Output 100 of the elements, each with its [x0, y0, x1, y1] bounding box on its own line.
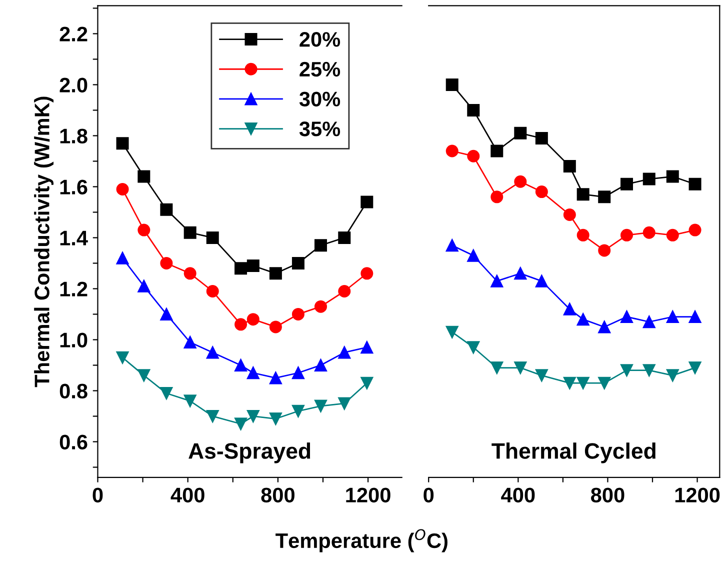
point [576, 228, 590, 242]
point [688, 224, 702, 236]
point [563, 302, 576, 316]
point [269, 320, 282, 334]
point [598, 376, 611, 390]
point [269, 372, 282, 384]
point [234, 262, 248, 275]
point [246, 313, 260, 326]
point [160, 203, 173, 216]
y-tick-label: 1.8 [60, 128, 88, 144]
point [206, 231, 219, 244]
legend-label: 35% [299, 122, 340, 136]
point [234, 318, 248, 331]
point [138, 369, 150, 382]
point [234, 358, 248, 372]
point [206, 410, 219, 422]
point [234, 418, 248, 430]
point [206, 285, 219, 298]
point [206, 346, 219, 359]
point [292, 366, 304, 380]
point [642, 172, 656, 186]
legend-label: 30% [299, 92, 340, 106]
point [292, 404, 304, 418]
point [576, 313, 590, 326]
point [446, 78, 458, 91]
point [563, 376, 576, 390]
point [116, 137, 129, 150]
point [490, 190, 504, 204]
y-tick-label: 2.2 [60, 26, 88, 42]
point [666, 310, 679, 324]
point [666, 170, 679, 183]
point [598, 244, 611, 257]
point [138, 280, 150, 292]
x-tick-label: 1200 [346, 488, 390, 502]
point [490, 144, 504, 158]
point [292, 308, 304, 320]
point [246, 260, 260, 272]
point [314, 300, 327, 313]
point [666, 369, 679, 382]
y-tick-label: 0.6 [60, 434, 88, 450]
point [535, 132, 548, 145]
x-axis-title: Temperature ($^{O}$C) [276, 529, 448, 552]
point [138, 224, 150, 236]
point [269, 267, 282, 280]
point [338, 346, 351, 359]
point [184, 336, 196, 349]
point [642, 316, 656, 328]
point [360, 341, 374, 354]
point [446, 326, 458, 338]
point [642, 226, 656, 239]
point [314, 400, 327, 412]
y-tick-label: 1.4 [60, 230, 88, 246]
point [688, 178, 702, 190]
point [292, 256, 304, 270]
point [620, 178, 633, 190]
point [576, 188, 590, 201]
point [360, 267, 374, 280]
y-tick-label: 2.0 [60, 78, 88, 92]
annotation: Thermal Cycled [492, 442, 656, 464]
annotation: As-Sprayed [188, 442, 310, 464]
x-tick-label: 0 [92, 488, 103, 502]
point [338, 285, 351, 298]
point [576, 376, 590, 390]
point [666, 228, 679, 242]
y-tick-label: 1.0 [60, 332, 88, 348]
point [620, 310, 633, 324]
point [514, 362, 527, 374]
point [467, 341, 480, 354]
point [620, 228, 633, 242]
point [116, 252, 129, 264]
point [246, 410, 260, 422]
point [360, 196, 374, 208]
point [160, 387, 173, 400]
point [116, 351, 129, 364]
point [535, 274, 548, 288]
point [688, 362, 702, 374]
y-tick-label: 1.2 [60, 282, 88, 296]
x-tick-label: 0 [424, 488, 434, 502]
point [246, 366, 260, 380]
point [446, 144, 458, 158]
point [184, 394, 196, 408]
point [360, 376, 374, 390]
y-axis-title: Thermal Conductivity (W/mK) [34, 96, 54, 388]
point [514, 126, 527, 140]
point [138, 170, 150, 183]
point [620, 364, 633, 377]
point [269, 412, 282, 426]
point [490, 362, 504, 374]
x-tick-label: 800 [590, 488, 624, 502]
y-tick-label: 1.6 [60, 180, 88, 194]
y-tick-label: 0.8 [60, 384, 88, 398]
point [642, 364, 656, 377]
point [446, 239, 458, 252]
point [467, 150, 480, 162]
point [160, 308, 173, 320]
point [514, 267, 527, 280]
point [563, 160, 576, 173]
x-tick-label: 400 [501, 488, 535, 502]
point [467, 104, 480, 116]
point [338, 397, 351, 410]
